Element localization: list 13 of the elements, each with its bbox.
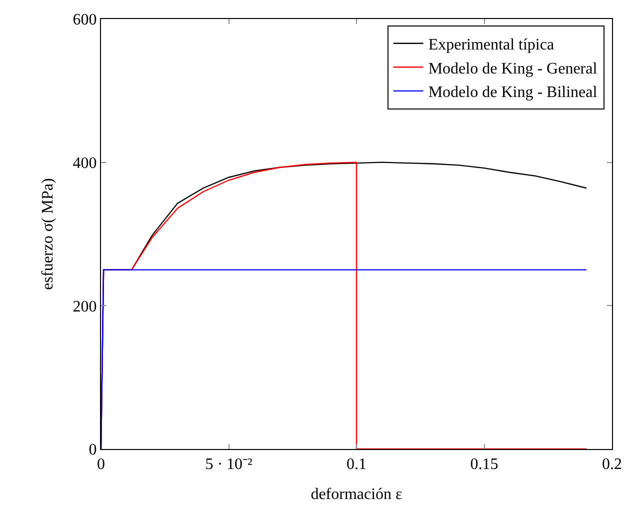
y-tick-label: 0 [88, 442, 97, 459]
y-axis-title: esfuerzo σ( MPa) [40, 178, 57, 290]
y-tick-label: 400 [72, 154, 97, 172]
x-axis-title: deformación ε [310, 486, 403, 503]
legend-label: Modelo de King - Bilineal [428, 84, 598, 102]
x-tick-label: 0.2 [602, 456, 622, 474]
x-tick-label: 5 · 10⁻² [205, 456, 253, 474]
legend-label: Modelo de King - General [428, 60, 598, 78]
y-tick-label: 200 [72, 298, 97, 316]
x-tick-label: 0.1 [346, 456, 366, 474]
y-tick-label: 600 [72, 12, 97, 29]
x-tick-label: 0.15 [470, 456, 498, 474]
legend-label: Experimental típica [428, 36, 554, 54]
